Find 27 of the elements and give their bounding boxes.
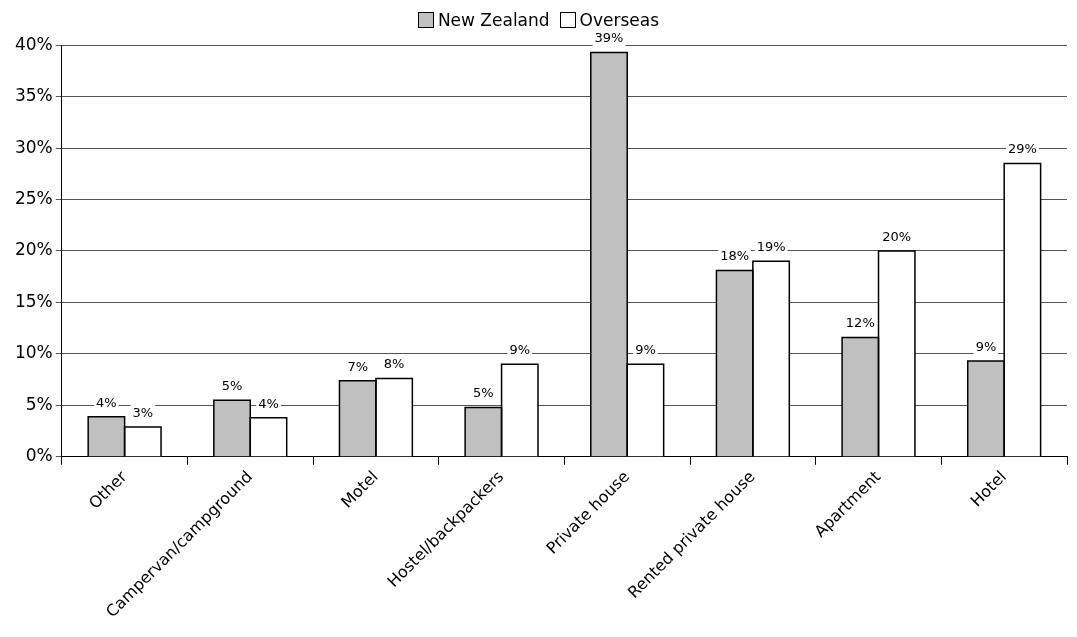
data-label: 18% [720, 248, 750, 264]
y-tick-label: 40% [14, 33, 53, 54]
data-label: 4% [96, 394, 117, 410]
data-label: 19% [756, 239, 786, 255]
data-label: 9% [975, 338, 997, 354]
data-label: 3% [132, 404, 154, 420]
legend-label: Overseas [579, 10, 660, 30]
data-label: 12% [845, 315, 875, 331]
data-label: 9% [635, 342, 656, 358]
data-label: 4% [258, 395, 279, 411]
data-label: 8% [383, 356, 405, 372]
data-label: 7% [347, 358, 369, 374]
data-label: 39% [594, 30, 624, 46]
y-tick-label: 0% [25, 445, 53, 466]
data-label: 29% [1007, 141, 1037, 157]
data-label: 20% [882, 228, 912, 244]
y-tick-label: 10% [14, 342, 53, 363]
data-label: 9% [509, 342, 531, 358]
data-label: 5% [473, 385, 494, 401]
y-tick-label: 35% [14, 85, 53, 106]
y-tick-label: 25% [14, 187, 53, 208]
y-tick-label: 20% [14, 239, 53, 260]
y-tick-label: 15% [14, 290, 53, 311]
data-label: 5% [221, 378, 243, 394]
y-tick-label: 30% [14, 136, 53, 157]
y-tick-label: 5% [25, 393, 53, 414]
legend-label: New Zealand [437, 10, 550, 30]
